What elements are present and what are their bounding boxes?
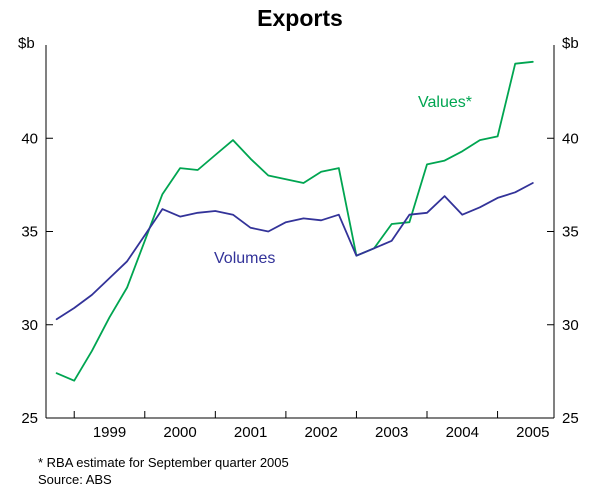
y-tick-label-right: 25	[562, 410, 579, 427]
x-tick-label: 2004	[446, 424, 479, 441]
y-tick-label-left: 25	[21, 410, 38, 427]
y-tick-label-right: 30	[562, 317, 579, 334]
volumes-line	[55, 182, 534, 321]
x-tick-label: 2001	[234, 424, 267, 441]
y-tick-label-left: 30	[21, 317, 38, 334]
x-tick-label: 2005	[516, 424, 549, 441]
series-label-volumes: Volumes	[214, 250, 276, 267]
values-line	[55, 60, 534, 382]
plot-area: 25 25 30 30 35 35 40 40 1999 2000 2001 2002 2003 2004…	[21, 45, 579, 441]
y-tick-label-left: 40	[21, 130, 38, 147]
source-note: Source: ABS	[38, 472, 112, 487]
y-tick-label-right: 40	[562, 130, 579, 147]
x-tick-label: 1999	[93, 424, 126, 441]
x-tick-label: 2002	[304, 424, 337, 441]
x-tick-label: 2003	[375, 424, 408, 441]
y-axis-unit-left: $b	[18, 35, 35, 52]
series-label-values: Values*	[418, 94, 472, 111]
y-tick-label-left: 35	[21, 224, 38, 241]
y-axis-unit-right: $b	[562, 35, 579, 52]
chart-title: Exports	[257, 5, 343, 31]
footnote-asterisk: * RBA estimate for September quarter 200…	[38, 455, 289, 470]
y-tick-label-right: 35	[562, 224, 579, 241]
x-tick-label: 2000	[163, 424, 196, 441]
